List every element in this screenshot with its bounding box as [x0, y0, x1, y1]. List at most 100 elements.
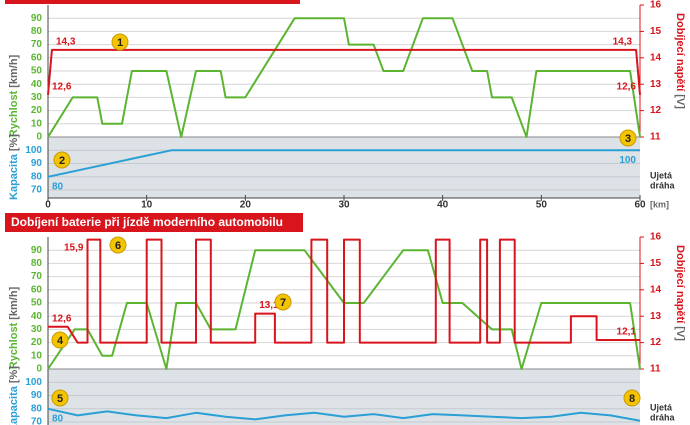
step-marker — [51, 331, 69, 349]
axis-label-unit: [km/h] — [8, 286, 20, 319]
capacity-tick-label: 80 — [31, 403, 43, 414]
x-axis-label: dráha — [650, 180, 676, 190]
axis-label: Kapacita [%] — [8, 134, 20, 200]
step-marker — [619, 129, 637, 147]
y-tick-label: 50 — [31, 298, 43, 309]
axis-label-unit: [V] — [674, 326, 686, 341]
y-tick-label: 0 — [36, 364, 42, 375]
axis-label-text: Rychlost — [8, 90, 20, 137]
x-axis-label: Ujetá — [650, 402, 673, 412]
y-tick-label: 80 — [31, 258, 43, 269]
capacity-tick-label: 90 — [31, 390, 43, 401]
data-label: 12,6 — [617, 81, 637, 92]
y2-tick-label: 13 — [650, 79, 662, 90]
y2-tick-label: 13 — [650, 311, 662, 322]
y2-tick-label: 14 — [650, 284, 662, 295]
capacity-tick-label: 100 — [25, 377, 42, 388]
y-tick-label: 30 — [31, 324, 43, 335]
axis-label: Rychlost [km/h] — [8, 54, 20, 137]
y2-tick-label: 16 — [650, 232, 662, 243]
axis-label: Rychlost [km/h] — [8, 286, 20, 369]
y2-tick-label: 16 — [650, 0, 662, 11]
x-tick-label: 60 — [634, 200, 646, 211]
y2-tick-label: 15 — [650, 26, 662, 37]
y-tick-label: 0 — [36, 132, 42, 143]
step-marker-number: 1 — [117, 37, 123, 49]
axis-label-text: Kapacita — [8, 385, 20, 425]
series-line — [47, 149, 640, 178]
y-tick-label: 20 — [31, 337, 43, 348]
axis-label-unit: [km/h] — [8, 54, 20, 87]
y-tick-label: 90 — [31, 13, 43, 24]
axis-label: Dobíjecí napětí [V] — [674, 245, 686, 341]
y2-tick-label: 12 — [650, 105, 662, 116]
data-label: 80 — [52, 413, 64, 424]
axis-label-text: Rychlost — [8, 322, 20, 369]
step-marker — [111, 33, 129, 51]
y2-tick-label: 12 — [650, 337, 662, 348]
series-line — [47, 249, 641, 370]
axis-label-text: Kapacita — [8, 153, 20, 200]
capacity-tick-label: 100 — [25, 145, 42, 156]
capacity-tick-label: 80 — [31, 171, 43, 182]
data-label: 80 — [52, 181, 64, 192]
capacity-tick-label: 70 — [31, 417, 43, 425]
axis-label-text: Dobíjecí napětí — [674, 13, 686, 92]
y2-tick-label: 14 — [650, 52, 662, 63]
data-label: 15,9 — [64, 242, 84, 253]
y-tick-label: 10 — [31, 118, 43, 129]
x-axis-unit: [km] — [650, 199, 669, 209]
x-tick-label: 50 — [536, 200, 548, 211]
series-line — [48, 238, 640, 344]
y-tick-label: 50 — [31, 66, 43, 77]
step-marker-number: 2 — [59, 155, 65, 167]
series-line — [47, 17, 641, 138]
step-marker-number: 6 — [115, 240, 121, 252]
data-label: 12,1 — [617, 327, 637, 338]
data-label: 14,3 — [56, 37, 76, 48]
x-tick-label: 20 — [240, 200, 252, 211]
x-tick-label: 40 — [437, 200, 449, 211]
title-bar — [5, 213, 303, 232]
x-axis-label: dráha — [650, 412, 676, 422]
step-marker — [274, 293, 292, 311]
data-label: 12,6 — [52, 313, 72, 324]
series-line — [47, 48, 641, 95]
title-bar — [5, 0, 300, 4]
axis-label-unit: [V] — [674, 94, 686, 109]
step-marker — [109, 236, 127, 254]
axis-label: Kapacita [%] — [8, 366, 20, 425]
chart-title: Dobíjení baterie při jízdě moderního aut… — [11, 215, 283, 229]
capacity-tick-label: 70 — [31, 185, 43, 196]
y-tick-label: 70 — [31, 271, 43, 282]
y-tick-label: 20 — [31, 105, 43, 116]
y-tick-label: 40 — [31, 311, 43, 322]
data-label: 12,6 — [52, 81, 72, 92]
y-tick-label: 60 — [31, 284, 43, 295]
y-tick-label: 40 — [31, 79, 43, 90]
capacity-panel — [48, 137, 640, 198]
y2-tick-label: 15 — [650, 258, 662, 269]
capacity-tick-label: 90 — [31, 158, 43, 169]
y2-tick-label: 11 — [650, 132, 661, 143]
y-tick-label: 30 — [31, 92, 43, 103]
axis-label: Dobíjecí napětí [V] — [674, 13, 686, 109]
x-tick-label: 30 — [338, 200, 350, 211]
y-tick-label: 60 — [31, 52, 43, 63]
data-label: 13,1 — [259, 300, 279, 311]
y2-tick-label: 11 — [650, 364, 661, 375]
axis-label-unit: [%] — [8, 366, 20, 383]
x-axis-label: Ujetá — [650, 170, 673, 180]
axis-label-text: Dobíjecí napětí — [674, 245, 686, 324]
x-tick-label: 10 — [141, 200, 153, 211]
series-line — [47, 407, 641, 422]
y-tick-label: 80 — [31, 26, 43, 37]
step-marker-number: 4 — [57, 335, 64, 347]
step-marker-number: 5 — [57, 393, 63, 405]
y-tick-label: 70 — [31, 39, 43, 50]
x-tick-label: 0 — [45, 200, 51, 211]
step-marker-number: 8 — [629, 393, 635, 405]
step-marker — [51, 389, 69, 407]
data-label: 14,3 — [613, 37, 633, 48]
